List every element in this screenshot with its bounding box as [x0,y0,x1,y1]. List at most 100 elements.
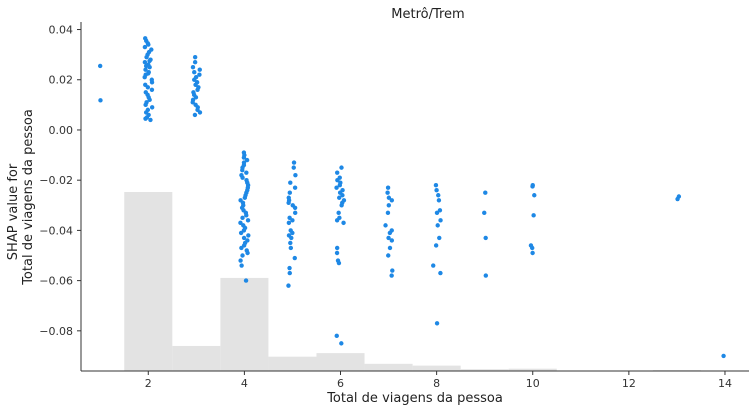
data-point [530,250,535,256]
data-point [386,253,391,258]
data-point [287,265,292,271]
data-point [437,208,443,213]
data-point [149,87,155,92]
data-point [335,177,340,183]
data-point [143,67,148,72]
data-point [385,210,391,216]
data-point [146,42,151,47]
data-point [97,63,103,69]
data-point [288,245,294,251]
data-point [289,235,294,241]
data-point [238,230,244,236]
y-tick-label: −0.04 [39,224,73,237]
data-point [385,185,391,190]
data-point [435,223,440,228]
data-point [386,195,392,200]
data-point [337,195,342,200]
data-point [144,54,149,60]
data-point [334,185,339,190]
data-point [293,172,298,178]
y-tick-label: −0.02 [39,174,73,187]
data-point [197,72,202,77]
data-point [292,210,298,216]
data-point [335,170,340,175]
data-point [530,245,535,251]
data-point [334,218,340,223]
histogram-bar [508,368,557,371]
data-point [197,110,203,115]
data-point [240,167,245,173]
data-point [433,243,439,248]
data-point [147,97,152,103]
histogram-layer [124,192,749,371]
data-point [193,95,199,100]
data-point [437,235,442,241]
data-point [288,240,293,246]
data-point [483,273,489,278]
data-point [387,230,393,236]
histogram-bar [316,353,365,371]
histogram-bar [268,356,317,371]
data-point [244,170,249,175]
data-point [336,210,341,216]
data-point [483,190,488,195]
data-point [438,270,443,276]
data-point [288,180,293,185]
data-point [243,278,249,283]
data-point [240,175,245,180]
data-point [142,44,148,50]
data-point [98,98,103,103]
data-point [433,183,439,188]
data-point [245,250,250,256]
histogram-bar [364,363,413,371]
data-point [483,235,488,241]
data-point [143,116,148,121]
data-point [532,193,537,198]
data-point [147,58,152,64]
data-point [149,80,155,85]
data-point [431,263,436,268]
data-point [482,210,487,216]
data-point [190,64,196,70]
data-point [292,185,298,190]
data-point [149,105,155,110]
x-tick-label: 2 [145,377,152,390]
data-point [340,193,345,198]
x-ticks: 2 4 6 8 10 12 14 [145,371,732,390]
data-point [291,160,297,165]
data-point [386,235,391,241]
data-point [530,184,535,189]
data-point [238,258,243,263]
data-point [383,223,388,228]
data-point [434,321,440,326]
data-point [190,100,195,105]
data-point [192,54,198,60]
data-point [339,203,344,208]
data-point [197,67,202,72]
data-point [240,215,245,221]
data-point [292,205,298,210]
data-point [240,253,245,258]
data-point [290,230,295,236]
data-point [292,255,297,261]
data-point [143,102,148,108]
x-tick-label: 12 [622,377,636,390]
data-point [241,155,247,160]
axes-layer [80,22,749,372]
x-tick-label: 14 [718,377,732,390]
x-tick-label: 8 [433,377,440,390]
y-axis-label-line-2: Total de viagens da pessoa [21,109,36,286]
data-point [389,198,395,203]
y-ticks: 0.04 0.02 0.00 −0.02 −0.04 −0.06 −0.08 [39,24,81,338]
data-point [339,341,344,346]
data-point [334,245,340,251]
data-point [239,263,244,268]
data-point [436,193,441,198]
data-point [675,196,680,202]
data-point [245,218,251,223]
data-point [721,353,726,359]
data-point [195,87,200,92]
data-point [286,220,292,226]
data-point [389,273,394,278]
